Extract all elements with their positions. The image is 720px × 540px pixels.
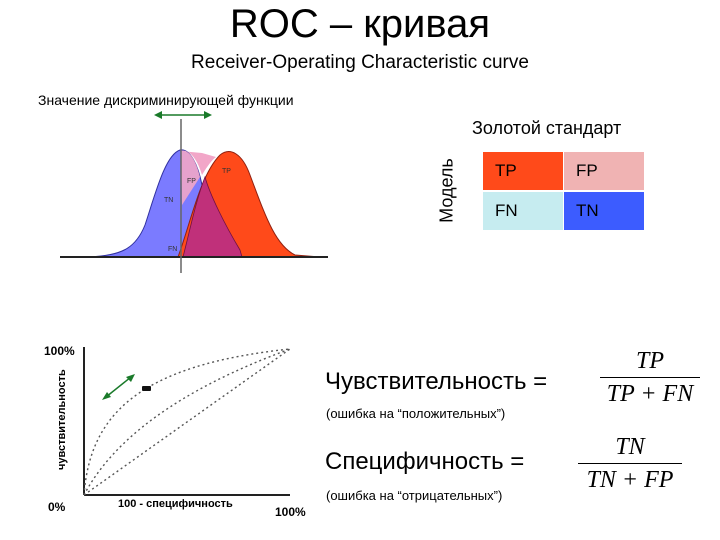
roc-y-max-label: 100% [44,344,75,358]
sensitivity-note: (ошибка на “положительных”) [326,406,506,421]
tp-label: TP [222,168,231,175]
sensitivity-label: Чувствительность = [325,368,548,395]
sensitivity-denominator: TP + FN [606,381,694,407]
matrix-cell-fp: FP [564,152,644,190]
roc-x-axis-label: 100 - специфичность [118,498,233,510]
sensitivity-numerator: TP [635,348,664,374]
page-subtitle: Receiver-Operating Characteristic curve [191,52,529,73]
sensitivity-fraction: TP TP + FN [600,346,700,409]
roc-y-axis-label: чувствительность [56,369,68,470]
distribution-diagram: FP TP TN FN [60,111,328,273]
roc-curve-outer [83,348,291,496]
roc-chart: 100% 0% 100% 100 - специфичность чувстви… [44,344,306,519]
matrix-cell-tp: TP [483,152,563,190]
roc-diagonal [83,348,291,496]
threshold-arrow [154,111,212,119]
roc-origin-label: 0% [48,500,66,514]
discriminant-label: Значение дискриминирующей функции [38,92,294,108]
specificity-denominator: TN + FP [586,467,674,493]
roc-x-max-label: 100% [275,505,306,519]
roc-shift-arrow [102,374,135,400]
model-label: Модель [436,158,457,223]
specificity-note: (ошибка на “отрицательных”) [326,488,503,503]
fp-area [181,150,200,205]
specificity-fraction: TN TN + FP [578,432,682,495]
matrix-cell-tn: TN [564,192,644,230]
fn-label: FN [168,246,177,253]
gold-standard-label: Золотой стандарт [472,118,622,138]
specificity-numerator: TN [615,434,645,460]
tn-label: TN [164,197,173,204]
specificity-label: Специфичность = [325,448,525,475]
matrix-cell-fn: FN [483,192,563,230]
roc-operating-point [142,386,151,391]
overlap-region [182,175,243,258]
fp-label: FP [187,178,196,185]
page-title: ROC – кривая [229,2,491,46]
fp-overlap-region [180,150,216,175]
confusion-matrix: TP FP FN TN [483,152,645,234]
